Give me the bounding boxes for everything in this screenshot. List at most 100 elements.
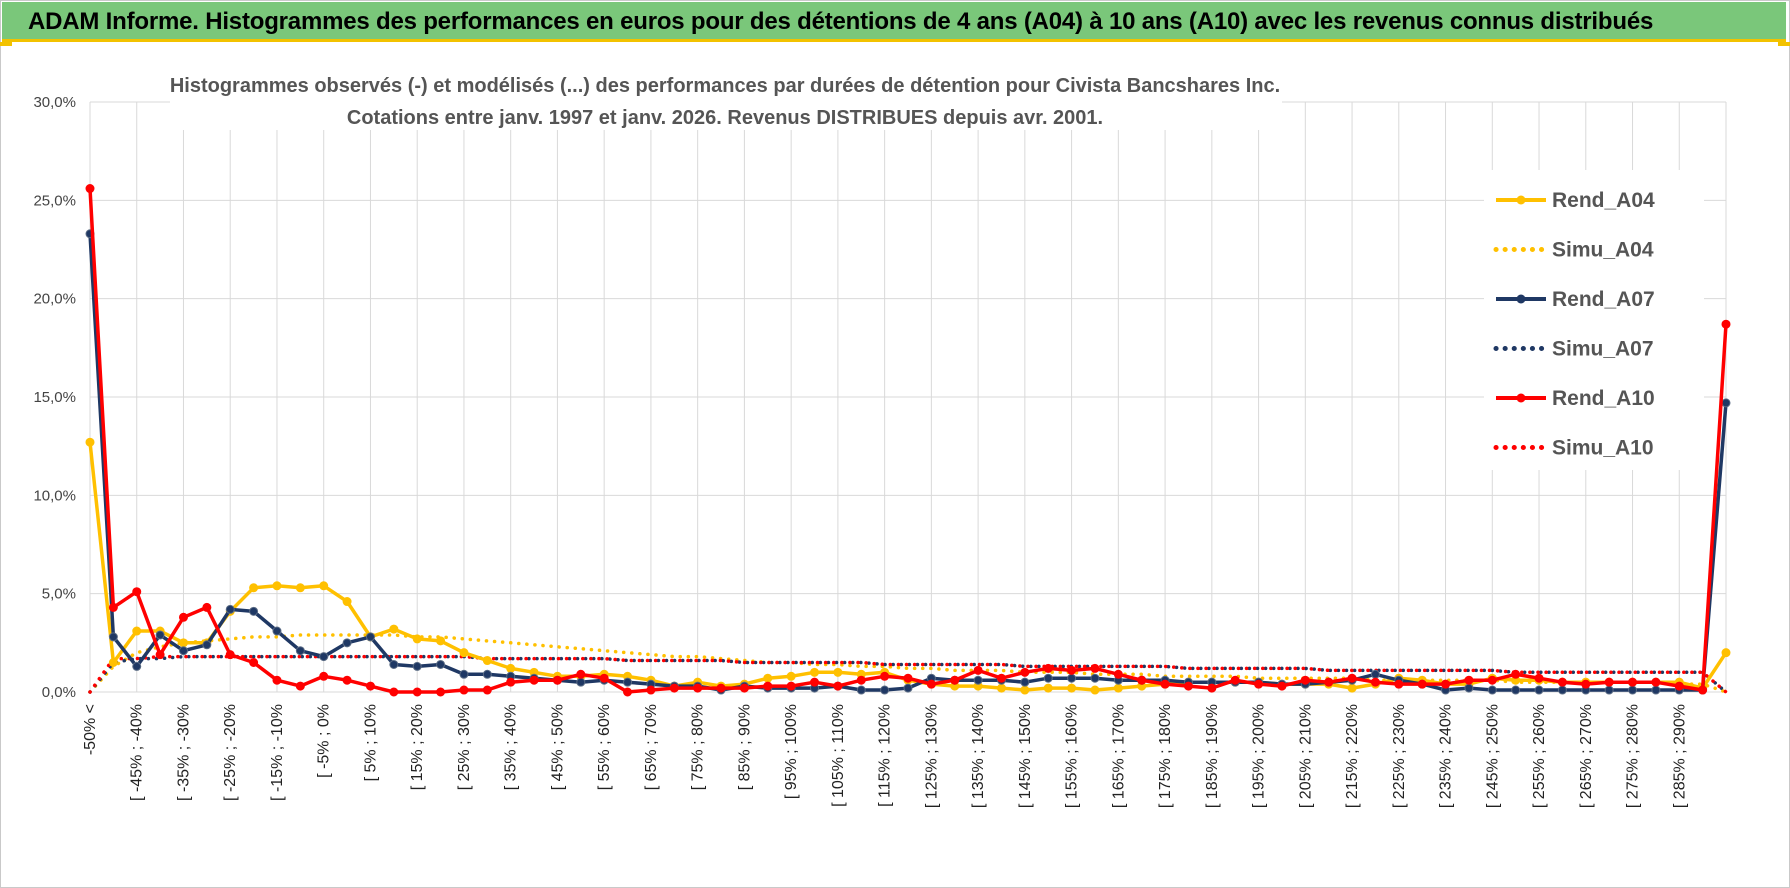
data-point — [1160, 679, 1170, 689]
data-point — [1020, 685, 1030, 695]
data-point — [1324, 677, 1334, 687]
data-point — [342, 597, 352, 607]
x-tick-label: [ 25% ; 30% — [456, 704, 473, 790]
data-point — [1674, 681, 1684, 691]
data-point — [202, 602, 212, 612]
data-point — [1604, 677, 1614, 687]
x-tick-label: [ 185% ; 190% — [1204, 704, 1221, 808]
data-point — [623, 687, 633, 697]
x-tick-label: [ 285% ; 290% — [1671, 704, 1688, 808]
legend-marker — [1516, 294, 1526, 304]
data-point — [178, 646, 188, 656]
legend-label: Simu_A07 — [1552, 338, 1654, 361]
data-point — [1557, 677, 1567, 687]
data-point — [529, 675, 539, 685]
data-point — [249, 606, 259, 616]
data-point — [1067, 673, 1077, 683]
data-point — [272, 581, 282, 591]
data-point — [669, 683, 679, 693]
data-point — [646, 685, 656, 695]
data-point — [1254, 679, 1264, 689]
series-lines — [85, 184, 1731, 697]
chart-title-line1: Histogrammes observés (-) et modélisés (… — [170, 75, 1280, 97]
data-point — [319, 652, 329, 662]
data-point — [202, 640, 212, 650]
data-point — [319, 671, 329, 681]
y-tick-label: 15,0% — [33, 389, 76, 406]
data-point — [1628, 685, 1638, 695]
data-point — [1067, 683, 1077, 693]
data-point — [1721, 398, 1731, 408]
x-tick-label: [ 55% ; 60% — [596, 704, 613, 790]
data-point — [1370, 677, 1380, 687]
x-tick-label: [ 135% ; 140% — [970, 704, 987, 808]
data-point — [1394, 679, 1404, 689]
data-point — [1043, 683, 1053, 693]
data-point — [903, 673, 913, 683]
data-point — [482, 669, 492, 679]
data-point — [1020, 677, 1030, 687]
x-tick-label: [ 265% ; 270% — [1578, 704, 1595, 808]
data-point — [1090, 685, 1100, 695]
legend-label: Rend_A10 — [1552, 387, 1655, 410]
data-point — [996, 683, 1006, 693]
data-point — [1370, 669, 1380, 679]
legend-background — [1484, 170, 1704, 470]
data-point — [272, 675, 282, 685]
x-axis-ticks: -50% < [ -45% ; -40% [ -35% ; -30% [ -25% ;… — [82, 704, 1688, 808]
x-tick-label: [ -25% ; -20% — [222, 704, 239, 801]
data-point — [319, 581, 329, 591]
x-tick-label: [ -15% ; -10% — [269, 704, 286, 801]
x-tick-label: [ 175% ; 180% — [1157, 704, 1174, 808]
data-point — [412, 687, 422, 697]
data-point — [365, 632, 375, 642]
data-point — [389, 687, 399, 697]
data-point — [576, 669, 586, 679]
x-tick-label: [ 145% ; 150% — [1017, 704, 1034, 808]
legend-label: Simu_A04 — [1552, 239, 1654, 262]
data-point — [1277, 681, 1287, 691]
data-point — [1557, 685, 1567, 695]
data-point — [1511, 669, 1521, 679]
x-tick-label: [ 215% ; 220% — [1344, 704, 1361, 808]
data-point — [225, 604, 235, 614]
data-point — [225, 650, 235, 660]
data-point — [1230, 675, 1240, 685]
data-point — [926, 679, 936, 689]
legend-item: Simu_A10 — [1493, 437, 1654, 460]
data-point — [295, 681, 305, 691]
data-point — [436, 659, 446, 669]
x-tick-label: [ 75% ; 80% — [690, 704, 707, 790]
data-point — [1628, 677, 1638, 687]
x-tick-label: [ 65% ; 70% — [643, 704, 660, 790]
data-point — [786, 681, 796, 691]
data-point — [132, 587, 142, 597]
x-tick-label: [ 35% ; 40% — [503, 704, 520, 790]
series-rend-a07 — [85, 229, 1731, 695]
data-point — [249, 658, 259, 667]
report-title: ADAM Informe. Histogrammes des performan… — [28, 8, 1654, 35]
data-point — [693, 683, 703, 693]
data-point — [810, 677, 820, 687]
data-point — [155, 650, 165, 660]
data-point — [459, 685, 469, 695]
data-point — [1534, 673, 1544, 683]
data-point — [389, 624, 399, 634]
y-tick-label: 20,0% — [33, 291, 76, 308]
x-tick-label: [ 115% ; 120% — [877, 704, 894, 807]
data-point — [1441, 679, 1451, 689]
data-point — [1113, 669, 1123, 679]
x-tick-label: [ -5% ; 0% — [316, 704, 333, 778]
x-tick-label: [ 155% ; 160% — [1064, 704, 1081, 808]
data-point — [1604, 685, 1614, 695]
data-point — [786, 671, 796, 681]
x-tick-label: [ 225% ; 230% — [1391, 704, 1408, 808]
legend-item: Rend_A04 — [1496, 189, 1655, 212]
banner-corner-right — [1778, 42, 1790, 46]
data-point — [1043, 663, 1053, 673]
series-rend-a10 — [85, 184, 1731, 697]
y-axis-ticks: 0,0% 5,0% 10,0% 15,0% 20,0% 25,0% 30,0% — [33, 94, 76, 701]
data-point — [996, 673, 1006, 683]
series-line — [88, 633, 1728, 694]
